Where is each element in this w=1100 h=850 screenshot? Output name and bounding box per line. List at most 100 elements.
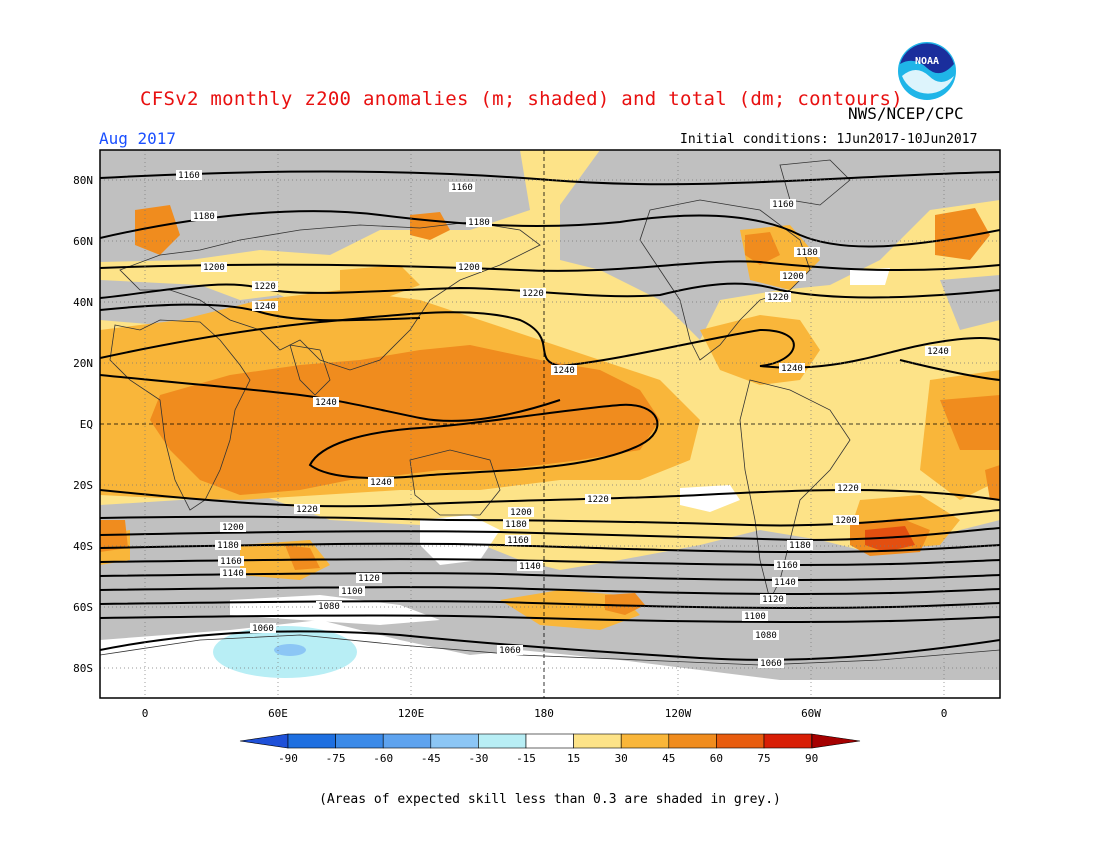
colorbar-cell [716,733,765,749]
colorbar-cell [287,733,336,749]
svg-text:1200: 1200 [203,263,225,273]
lon-label: 180 [534,707,554,720]
initial-conditions: Initial conditions: 1Jun2017-10Jun2017 [680,132,978,147]
height-contours [100,170,1000,661]
forecast-month: Aug 2017 [99,129,177,148]
lon-label: 0 [142,707,149,720]
agency-label: NWS/NCEP/CPC [848,104,964,123]
svg-text:1120: 1120 [762,595,784,605]
svg-text:1200: 1200 [458,263,480,273]
skill-footnote: (Areas of expected skill less than 0.3 a… [319,792,781,807]
colorbar-cell [668,733,717,749]
graticule [100,150,1000,698]
svg-text:1080: 1080 [755,631,777,641]
colorbar-cell [620,733,670,749]
svg-text:1160: 1160 [507,536,529,546]
colorbar-label: -30 [468,752,488,765]
colorbar-legend: -90 -75 -60 -45 -30 -15 15 30 45 60 75 90 [239,733,861,765]
svg-text:1060: 1060 [252,624,274,634]
svg-text:1180: 1180 [796,248,818,258]
colorbar-label: 15 [567,752,580,765]
reference-lines [100,150,1000,698]
svg-text:1200: 1200 [782,272,804,282]
lat-label: 20N [73,357,93,370]
svg-text:1220: 1220 [767,293,789,303]
lon-label: 60E [268,707,288,720]
svg-text:1160: 1160 [776,561,798,571]
svg-text:1200: 1200 [510,508,532,518]
anomaly-field-background [100,150,1000,698]
lat-label: 80N [73,174,93,187]
colorbar-label: 30 [615,752,628,765]
lat-label: 40N [73,296,93,309]
svg-text:1140: 1140 [222,569,244,579]
svg-text:1240: 1240 [254,302,276,312]
svg-text:1160: 1160 [178,171,200,181]
colorbar-cell [335,733,384,749]
svg-text:NOAA: NOAA [915,56,939,67]
lat-label: 60S [73,601,93,614]
colorbar-label: -60 [373,752,393,765]
svg-text:1220: 1220 [254,282,276,292]
colorbar-label: 90 [805,752,818,765]
svg-text:1080: 1080 [318,602,340,612]
colorbar-label: -15 [516,752,536,765]
svg-text:1220: 1220 [587,495,609,505]
lat-label: 40S [73,540,93,553]
svg-text:1240: 1240 [370,478,392,488]
svg-text:1160: 1160 [451,183,473,193]
colorbar-cell [382,733,432,749]
colorbar-label: -75 [326,752,346,765]
svg-text:1140: 1140 [519,562,541,572]
lon-label: 120E [398,707,425,720]
svg-text:1060: 1060 [499,646,521,656]
svg-text:1240: 1240 [315,398,337,408]
lon-label: 60W [801,707,821,720]
colorbar-label: -90 [278,752,298,765]
svg-text:1220: 1220 [837,484,859,494]
colorbar-label: -45 [421,752,441,765]
svg-text:1220: 1220 [296,505,318,515]
svg-text:1180: 1180 [505,520,527,530]
colorbar-label: 45 [662,752,675,765]
coastlines [100,159,1000,666]
map-frame [99,149,1001,699]
latitude-labels: 80N 60N 40N 20N EQ 20S 40S 60S 80S [73,174,93,675]
svg-text:1120: 1120 [358,574,380,584]
svg-text:1160: 1160 [220,557,242,567]
svg-text:1180: 1180 [468,218,490,228]
svg-text:1180: 1180 [217,541,239,551]
svg-text:1160: 1160 [772,200,794,210]
contour-labels: 1160 1160 1160 1180 1180 1180 1200 1200 … [176,170,951,669]
strong-positive-anomaly [100,205,1000,615]
svg-text:1200: 1200 [835,516,857,526]
svg-text:1060: 1060 [760,659,782,669]
svg-text:1100: 1100 [341,587,363,597]
svg-text:1240: 1240 [781,364,803,374]
peak-anomaly [865,526,915,552]
colorbar-low-arrow [239,733,289,749]
colorbar-cell [525,733,574,749]
moderate-positive-anomaly [100,225,1000,630]
lat-label: 20S [73,479,93,492]
lat-label: EQ [80,418,93,431]
negative-anomaly [213,626,357,678]
svg-text:1180: 1180 [193,212,215,222]
lat-label: 60N [73,235,93,248]
colorbar-cell [763,733,812,749]
svg-text:1240: 1240 [553,366,575,376]
colorbar-cell [478,733,527,749]
svg-text:1240: 1240 [927,347,949,357]
longitude-labels: 0 60E 120E 180 120W 60W 0 [142,707,948,720]
colorbar-label: 60 [710,752,723,765]
svg-text:1100: 1100 [744,612,766,622]
colorbar-cell [573,733,622,749]
colorbar-label: 75 [757,752,770,765]
svg-text:1220: 1220 [522,289,544,299]
svg-text:1200: 1200 [222,523,244,533]
low-skill-mask [100,150,1000,698]
colorbar-cell [430,733,479,749]
noaa-logo: NOAA [898,42,956,100]
lon-label: 0 [941,707,948,720]
